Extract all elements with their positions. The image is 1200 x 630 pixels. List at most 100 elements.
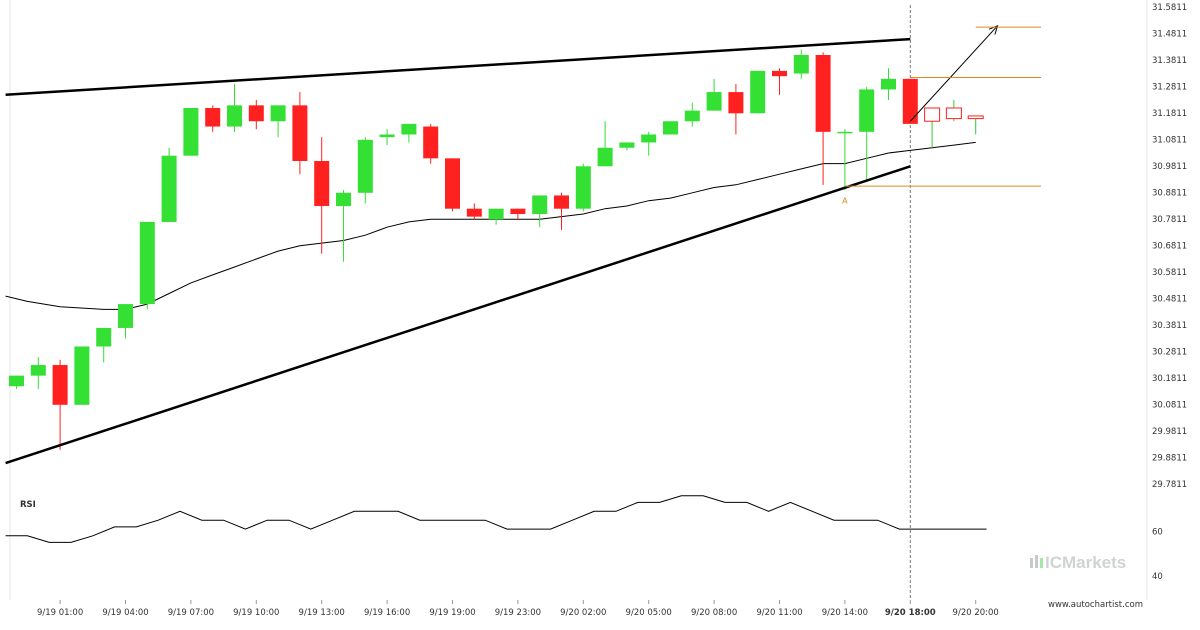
bull-candle [401, 123, 417, 143]
x-tick-label: 9/20 05:00 [626, 608, 672, 618]
candle-body [575, 166, 591, 209]
candle-body [902, 78, 918, 124]
icmarkets-logo: ICMarkets [1030, 553, 1126, 572]
bull-candle [30, 357, 46, 389]
bear-candle [466, 203, 482, 220]
candle-body [684, 110, 700, 122]
y-tick-label: 31.4811 [1152, 30, 1187, 40]
candle-body [183, 107, 199, 156]
candle-body [728, 92, 744, 114]
bull-candle [750, 70, 766, 114]
candle-body [379, 134, 395, 138]
bull-candle [532, 195, 548, 228]
x-tick-label: 9/20 11:00 [756, 608, 802, 618]
y-tick-label: 31.0811 [1152, 136, 1187, 146]
candle-body [227, 105, 242, 127]
y-tick-label: 30.3811 [1152, 321, 1187, 331]
y-tick-label: 30.1811 [1152, 374, 1187, 384]
bear-candle [52, 359, 68, 450]
y-tick-label: 29.8811 [1152, 454, 1187, 464]
y-tick-label: 29.9811 [1152, 427, 1187, 437]
y-tick-label: 30.9811 [1152, 162, 1187, 172]
candle-body [945, 107, 962, 120]
y-tick-label: 31.3811 [1152, 56, 1187, 66]
x-tick-label: 9/20 14:00 [822, 608, 868, 618]
candle-body [357, 139, 373, 193]
bull-candle [706, 78, 722, 111]
candle-body [118, 304, 133, 328]
bull-candle [379, 129, 395, 146]
candle-body [619, 142, 635, 148]
candle-body [205, 107, 221, 127]
bear-candle [445, 158, 460, 212]
bear-candle [205, 105, 221, 132]
projected-candle [924, 107, 941, 148]
projection-arrow-head [988, 24, 999, 35]
support-trendline [5, 165, 911, 465]
x-tick-label: 9/20 08:00 [691, 608, 737, 618]
y-tick-label: 30.8811 [1152, 189, 1187, 199]
candle-body [52, 365, 68, 405]
x-tick-label: 9/19 16:00 [364, 608, 410, 618]
y-tick-label: 30.2811 [1152, 348, 1187, 358]
bull-candle [575, 163, 591, 212]
x-tick-label: 9/20 18:00 [885, 608, 936, 618]
candle-body [9, 375, 24, 387]
projection-arrow-line [909, 25, 998, 122]
bear-candle [292, 92, 308, 175]
bull-candle [183, 107, 199, 156]
bull-candle [227, 84, 242, 132]
projected-candle [945, 100, 962, 122]
y-tick-label: 30.0811 [1152, 401, 1187, 411]
bull-candle [96, 327, 112, 363]
y-tick-label: 31.2811 [1152, 83, 1187, 93]
y-tick-label: 30.4811 [1152, 295, 1187, 305]
y-tick-label: 30.7811 [1152, 215, 1187, 225]
candle-body [248, 105, 264, 122]
resistance-trendline [5, 37, 911, 96]
candle-body [881, 78, 896, 90]
y-tick-label: 31.1811 [1152, 109, 1187, 119]
candle-body [706, 92, 722, 111]
candle-body [641, 134, 657, 143]
y-tick-label: 31.5811 [1152, 3, 1187, 13]
grid-layer [9, 0, 1148, 600]
bull-candle [118, 304, 133, 339]
candle-body [445, 158, 460, 209]
bull-candle [597, 121, 613, 167]
rsi-label: RSI [20, 500, 36, 510]
candle-body [466, 208, 482, 217]
bull-candle [859, 86, 875, 183]
bull-candle [663, 121, 678, 135]
candle-body [750, 70, 766, 114]
candle-body [663, 121, 678, 135]
bull-candle [357, 137, 373, 204]
candle-body [859, 89, 875, 132]
candle-body [139, 221, 155, 305]
rsi-tick-label: 40 [1152, 572, 1163, 582]
bull-candle [881, 68, 896, 101]
candle-body [793, 54, 809, 74]
bull-candle [837, 129, 853, 191]
candle-body [270, 105, 286, 122]
bear-candle [314, 137, 330, 254]
candle-body [554, 195, 569, 209]
projected-candle [967, 115, 984, 135]
bear-candle [554, 192, 569, 230]
candle-body [336, 192, 351, 207]
x-tick-label: 9/19 19:00 [429, 608, 475, 618]
x-tick-label: 9/19 07:00 [168, 608, 214, 618]
y-tick-label: 30.6811 [1152, 242, 1187, 252]
rsi-tick-label: 60 [1152, 527, 1163, 537]
candles-layer [9, 49, 984, 450]
candle-body [292, 105, 308, 161]
bull-candle [161, 147, 177, 222]
rsi-line [5, 495, 987, 543]
rsi-layer: RSI 60 40 [5, 495, 1163, 582]
candle-body [924, 107, 941, 122]
pattern-layer: A [5, 24, 1042, 465]
bull-candle [336, 190, 351, 262]
bull-candle [488, 208, 504, 225]
x-tick-label: 9/19 13:00 [299, 608, 345, 618]
